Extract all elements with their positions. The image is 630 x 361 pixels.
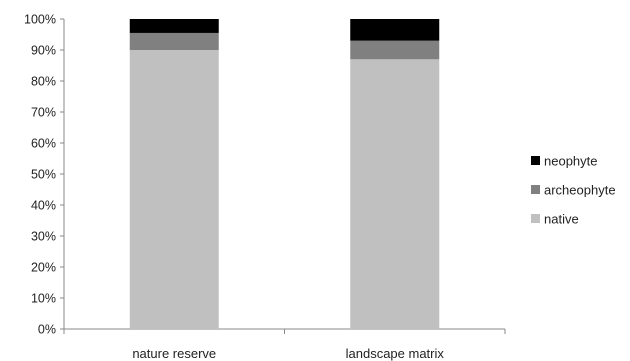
legend-swatch-archeophyte	[531, 185, 540, 194]
bar-segment-native-1	[350, 59, 440, 330]
y-tick-label: 90%	[31, 44, 56, 58]
y-tick-label: 60%	[31, 137, 56, 151]
bar-segment-archeophyte-1	[350, 40, 440, 60]
axes: 0% 10% 20% 30% 40% 50% 60% 70% 80% 90% 100% nature …	[24, 13, 506, 361]
x-category-label: landscape matrix	[346, 346, 445, 361]
y-tick-label: 50%	[31, 168, 56, 182]
legend-label-neophyte: neophyte	[544, 154, 598, 169]
legend-label-archeophyte: archeophyte	[544, 183, 616, 198]
y-tick-label: 0%	[38, 323, 56, 337]
bar-segment-archeophyte-0	[129, 32, 219, 50]
y-tick-label: 20%	[31, 261, 56, 275]
y-tick-label: 70%	[31, 106, 56, 120]
bar-segment-neophyte-0	[129, 19, 219, 33]
bars	[129, 19, 440, 330]
legend-swatch-neophyte	[531, 156, 540, 165]
y-tick-label: 30%	[31, 230, 56, 244]
legend: neophyte archeophyte native	[531, 154, 616, 227]
x-category-label: nature reserve	[132, 346, 216, 361]
y-tick-label: 10%	[31, 292, 56, 306]
y-tick-label: 100%	[24, 13, 56, 27]
y-tick-label: 40%	[31, 199, 56, 213]
y-tick-label: 80%	[31, 75, 56, 89]
legend-label-native: native	[544, 212, 579, 227]
bar-segment-native-0	[129, 50, 219, 329]
bar-segment-neophyte-1	[350, 19, 440, 41]
legend-swatch-native	[531, 214, 540, 223]
